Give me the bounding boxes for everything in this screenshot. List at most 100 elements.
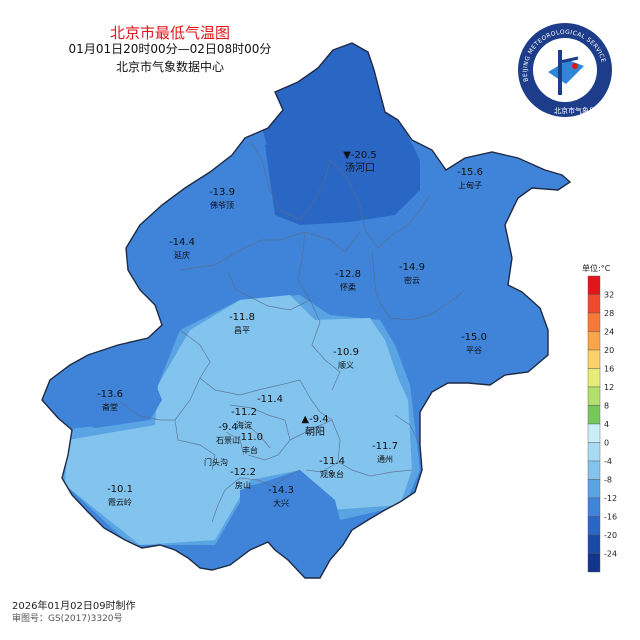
legend-label: 24 bbox=[604, 328, 614, 337]
bjmeteo-logo: BEIJING METEOROLOGICAL SERVICE 北京市气象局 bbox=[518, 23, 612, 117]
station-name: 延庆 bbox=[174, 250, 190, 260]
legend-label: 4 bbox=[604, 420, 609, 429]
legend-swatch bbox=[587, 349, 601, 369]
legend-swatch bbox=[587, 386, 601, 406]
legend-swatch bbox=[587, 516, 601, 536]
legend-swatch bbox=[587, 405, 601, 425]
legend-title: 单位:°C bbox=[582, 264, 611, 273]
footer-approval: 审图号：GS(2017)3320号 bbox=[12, 614, 123, 624]
legend-label: 16 bbox=[604, 365, 614, 374]
station-name: 观象台 bbox=[320, 469, 344, 479]
legend-swatch bbox=[587, 294, 601, 314]
station-21: -14.3 大兴 bbox=[268, 485, 294, 508]
legend-label: -12 bbox=[604, 494, 617, 503]
station-name: 海淀 bbox=[236, 420, 252, 430]
legend-label: -8 bbox=[604, 476, 612, 485]
station-10: -13.6 斋堂 bbox=[97, 389, 123, 412]
legend-swatch bbox=[587, 553, 601, 573]
legend-label: 12 bbox=[604, 383, 614, 392]
station-value: -10.9 bbox=[333, 347, 359, 358]
station-value: -14.4 bbox=[169, 237, 195, 248]
station-value: -12.8 bbox=[335, 269, 361, 280]
station-name: 房山 bbox=[235, 480, 251, 490]
legend-swatch bbox=[587, 368, 601, 388]
station-value: -13.9 bbox=[209, 187, 235, 198]
station-name: 门头沟 bbox=[204, 457, 228, 467]
station-7: -11.8 昌平 bbox=[229, 312, 255, 335]
station-name: 佛爷顶 bbox=[210, 200, 234, 210]
station-value: -12.2 bbox=[230, 467, 256, 478]
legend-swatch bbox=[587, 442, 601, 462]
station-name: 朝阳 bbox=[305, 426, 325, 438]
station-value: -11.4 bbox=[319, 456, 345, 467]
legend-label: -20 bbox=[604, 531, 617, 540]
station-name: 霞云岭 bbox=[108, 497, 132, 507]
station-value: -11.7 bbox=[372, 441, 398, 452]
station-name: 斋堂 bbox=[102, 402, 118, 412]
station-value: -15.6 bbox=[457, 167, 483, 178]
legend-swatch bbox=[587, 312, 601, 332]
legend-label: -4 bbox=[604, 457, 612, 466]
logo-inner-text: 北京市气象局 bbox=[554, 106, 596, 115]
station-value: -10.1 bbox=[107, 484, 133, 495]
station-2: -15.6 上甸子 bbox=[457, 167, 483, 190]
station-name: 平谷 bbox=[466, 346, 482, 355]
station-name: 上甸子 bbox=[458, 180, 482, 190]
legend-swatch bbox=[587, 423, 601, 443]
legend-swatch bbox=[587, 497, 601, 517]
station-value: -11.2 bbox=[231, 407, 257, 418]
legend-label: 0 bbox=[604, 439, 609, 448]
legend-label: 32 bbox=[604, 291, 614, 300]
legend-label: 28 bbox=[604, 309, 614, 318]
legend-swatch bbox=[587, 479, 601, 499]
legend-swatch bbox=[587, 460, 601, 480]
station-name: 丰台 bbox=[242, 445, 258, 455]
station-name: 石景山 bbox=[216, 435, 240, 445]
station-value: -11.8 bbox=[229, 312, 255, 323]
station-14: -9.4 石景山 bbox=[216, 422, 240, 445]
legend-label: 8 bbox=[604, 402, 609, 411]
station-12: -11.2 海淀 bbox=[231, 407, 257, 430]
legend-label: -24 bbox=[604, 550, 617, 559]
station-value: ▼-20.5 bbox=[343, 150, 377, 161]
station-16: 门头沟 bbox=[204, 457, 228, 467]
station-15: -11.0 丰台 bbox=[237, 432, 263, 455]
station-value: -15.0 bbox=[461, 332, 487, 343]
legend-swatch bbox=[587, 331, 601, 351]
station-name: 昌平 bbox=[234, 326, 250, 335]
station-value: -14.9 bbox=[399, 262, 425, 273]
station-value: -13.6 bbox=[97, 389, 123, 400]
legend-swatch bbox=[587, 275, 601, 295]
station-name: 汤河口 bbox=[345, 161, 375, 174]
station-20: -10.1 霞云岭 bbox=[107, 484, 133, 507]
station-value: ▲-9.4 bbox=[301, 414, 328, 425]
legend-swatch bbox=[587, 534, 601, 554]
station-name: 通州 bbox=[377, 454, 393, 464]
station-3: -13.9 佛爷顶 bbox=[209, 187, 235, 210]
station-6: -14.9 密云 bbox=[399, 262, 425, 285]
map-period: 01月01日20时00分—02日08时00分 bbox=[68, 42, 272, 56]
district-boundaries bbox=[119, 139, 466, 523]
station-value: -9.4 bbox=[218, 422, 238, 433]
station-4: -14.4 延庆 bbox=[169, 237, 195, 260]
station-19: -12.2 房山 bbox=[230, 467, 256, 490]
station-18: -11.4 观象台 bbox=[319, 456, 345, 479]
station-9: -10.9 顺义 bbox=[333, 347, 359, 370]
legend: 32 28 24 20 16 12 8 4 0 -4 -8 -12 -16 -20 -24 bbox=[587, 275, 617, 573]
footer-made: 2026年01月02日09时制作 bbox=[12, 601, 136, 612]
station-value: -11.4 bbox=[257, 394, 283, 405]
station-name: 顺义 bbox=[338, 361, 354, 370]
station-name: 大兴 bbox=[273, 498, 289, 508]
legend-label: 20 bbox=[604, 346, 614, 355]
legend-label: -16 bbox=[604, 513, 617, 522]
station-17: -11.7 通州 bbox=[372, 441, 398, 464]
station-8: -15.0 平谷 bbox=[461, 332, 487, 355]
station-11: -11.4 bbox=[257, 394, 283, 405]
station-value: -11.0 bbox=[237, 432, 263, 443]
map-title: 北京市最低气温图 bbox=[109, 24, 230, 42]
station-name: 怀柔 bbox=[340, 282, 356, 292]
station-name: 密云 bbox=[404, 275, 420, 285]
